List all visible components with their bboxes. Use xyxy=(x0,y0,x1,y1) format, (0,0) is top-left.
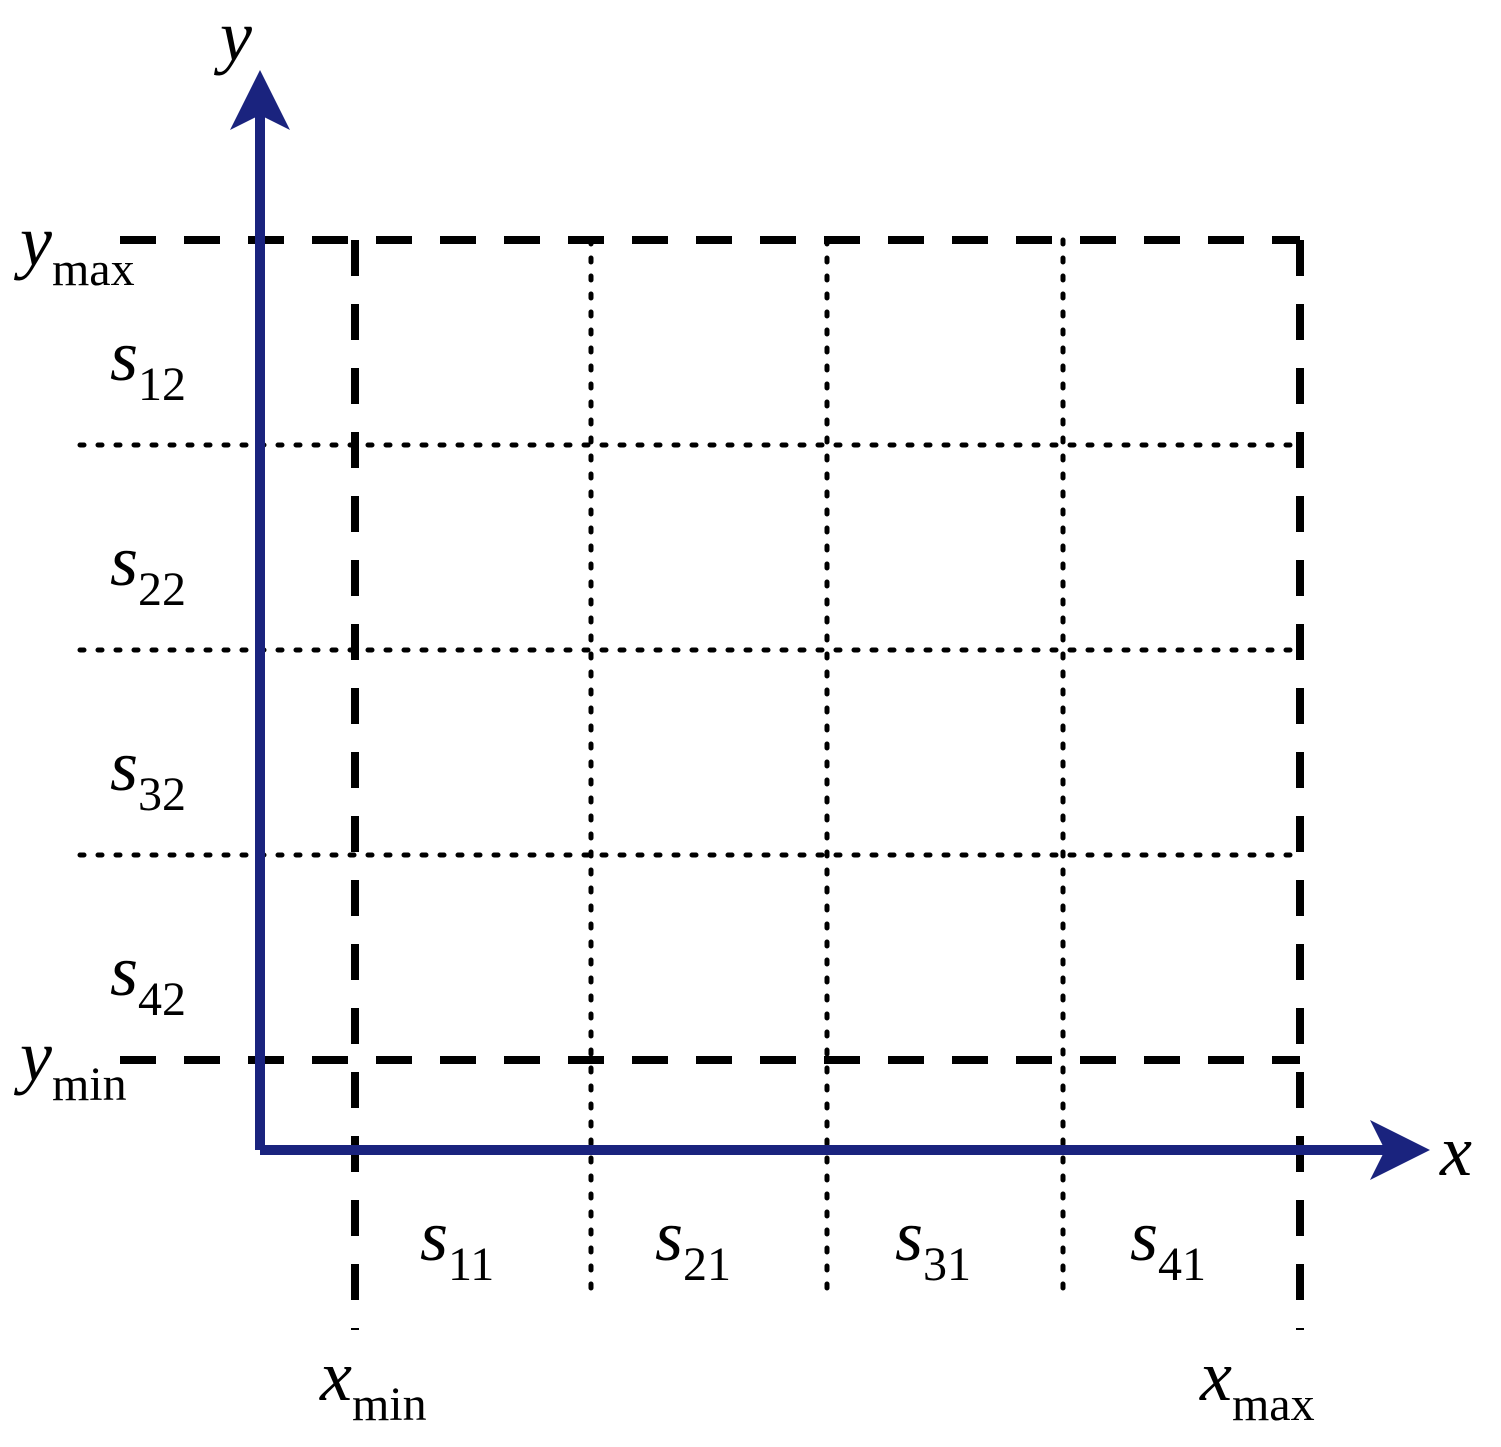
x-max-label: xmax xyxy=(1199,1336,1315,1431)
y-axis-label: y xyxy=(213,0,252,76)
y-min-label: ymin xyxy=(13,1016,127,1111)
cell-label-y-1: s12 xyxy=(110,316,186,411)
cell-label-x-1: s11 xyxy=(420,1196,494,1291)
y-max-label: ymax xyxy=(13,201,135,296)
cell-label-x-3: s31 xyxy=(895,1196,971,1291)
cell-label-y-4: s42 xyxy=(110,931,186,1026)
grid-diagram: x y xmin xmax ymin ymax s11 s21 s31 s41 s12 s22 s32 s… xyxy=(0,0,1501,1447)
x-axis-label: x xyxy=(1439,1111,1472,1191)
x-min-label: xmin xyxy=(319,1336,427,1431)
cell-label-x-2: s21 xyxy=(655,1196,731,1291)
cell-label-y-2: s22 xyxy=(110,521,186,616)
cell-label-x-4: s41 xyxy=(1130,1196,1206,1291)
cell-label-y-3: s32 xyxy=(110,726,186,821)
